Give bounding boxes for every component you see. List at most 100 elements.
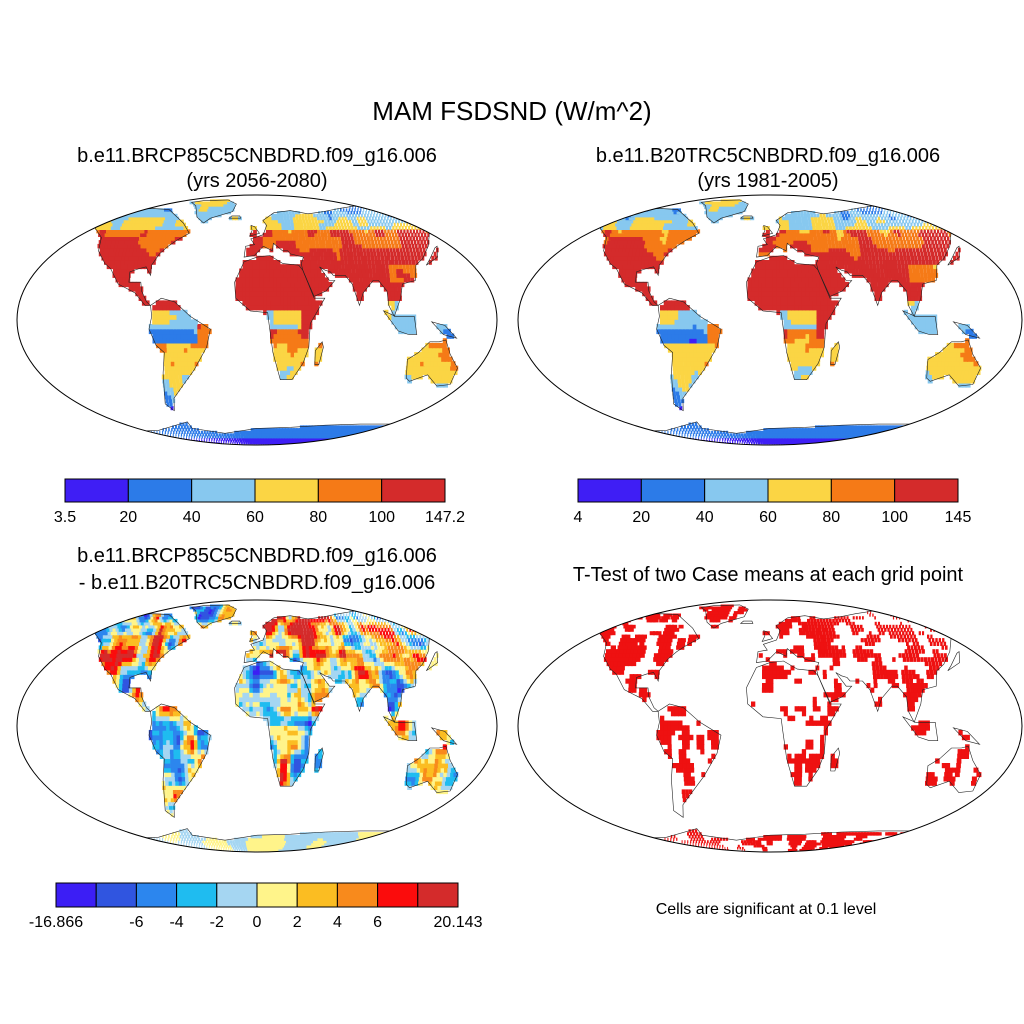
grid-cell — [295, 430, 300, 434]
grid-cell — [757, 441, 760, 445]
grid-cell — [787, 300, 792, 306]
grid-cell — [421, 352, 426, 358]
grid-cell — [443, 324, 448, 330]
grid-cell — [689, 441, 694, 445]
grid-cell — [196, 213, 201, 218]
grid-cell — [925, 435, 935, 439]
grid-cell — [710, 324, 716, 330]
grid-cell — [444, 213, 446, 218]
colorbar-swatch — [191, 478, 256, 503]
grid-cell — [699, 425, 702, 429]
grid-cell — [680, 370, 685, 375]
grid-cell — [379, 277, 384, 283]
grid-cell — [654, 441, 662, 445]
grid-cell — [329, 211, 332, 215]
grid-cell — [812, 305, 817, 311]
grid-cell — [438, 216, 440, 221]
grid-cell — [423, 433, 432, 437]
grid-cell — [286, 430, 292, 434]
grid-cell — [703, 333, 708, 339]
grid-cell — [284, 222, 288, 227]
grid-cell — [801, 361, 806, 367]
grid-cell — [372, 247, 376, 253]
grid-cell — [283, 333, 288, 339]
grid-cell — [780, 281, 785, 288]
grid-cell — [707, 328, 712, 335]
grid-cell — [313, 226, 317, 230]
grid-cell — [791, 319, 796, 325]
grid-cell — [263, 441, 267, 445]
grid-cell — [282, 240, 287, 245]
grid-cell — [853, 430, 860, 434]
grid-cell — [416, 437, 427, 441]
grid-cell — [154, 229, 159, 234]
grid-cell — [197, 328, 202, 335]
grid-cell — [787, 309, 792, 316]
grid-cell — [344, 428, 350, 432]
grid-cell — [279, 437, 284, 441]
grid-cell — [289, 213, 293, 218]
grid-cell — [932, 430, 940, 434]
grid-cell — [320, 232, 324, 237]
grid-cell — [747, 291, 752, 297]
grid-cell — [355, 229, 359, 234]
grid-cell — [272, 435, 276, 439]
grid-cell — [696, 333, 701, 339]
grid-cell — [355, 425, 361, 429]
grid-cell — [58, 219, 66, 224]
grid-cell — [302, 433, 307, 437]
grid-cell — [393, 281, 398, 288]
grid-cell — [783, 324, 788, 330]
grid-cell — [769, 440, 773, 443]
grid-cell — [369, 272, 373, 278]
grid-cell — [224, 208, 229, 212]
grid-cell — [858, 437, 866, 441]
grid-cell — [270, 295, 274, 301]
grid-cell — [910, 295, 915, 301]
grid-cell — [106, 433, 109, 437]
grid-cell — [361, 213, 363, 218]
grid-cell — [140, 441, 148, 445]
grid-cell — [259, 428, 263, 432]
grid-cell — [272, 232, 276, 237]
grid-cell — [162, 324, 167, 330]
grid-cell — [653, 440, 658, 443]
grid-cell — [314, 356, 319, 362]
grid-cell — [256, 272, 261, 278]
grid-cell — [961, 430, 970, 434]
grid-cell — [339, 430, 346, 434]
grid-cell — [176, 342, 181, 349]
grid-cell — [278, 226, 282, 230]
grid-cell — [887, 441, 900, 445]
grid-cell — [287, 222, 291, 227]
grid-cell — [783, 433, 788, 437]
grid-cell — [396, 437, 406, 441]
grid-cell — [178, 232, 184, 237]
grid-cell — [453, 219, 455, 224]
grid-cell — [370, 236, 373, 241]
grid-cell — [917, 286, 922, 292]
grid-cell — [159, 441, 165, 445]
grid-cell — [333, 229, 336, 234]
grid-cell — [166, 229, 172, 234]
grid-cell — [794, 365, 799, 371]
grid-cell — [692, 324, 697, 330]
grid-cell — [65, 219, 72, 224]
grid-cell — [778, 428, 783, 432]
grid-cell — [972, 333, 977, 339]
grid-cell — [102, 437, 107, 441]
grid-cell — [297, 211, 301, 215]
grid-cell — [809, 314, 814, 320]
grid-cell — [252, 295, 257, 301]
grid-cell — [900, 428, 908, 432]
grid-cell — [185, 370, 189, 375]
grid-cell — [429, 428, 437, 432]
grid-cell — [820, 324, 825, 330]
grid-cell — [786, 440, 791, 443]
grid-cell — [850, 430, 857, 434]
grid-cell — [84, 433, 88, 437]
grid-cell — [857, 425, 864, 429]
grid-cell — [956, 374, 962, 380]
grid-cell — [801, 328, 807, 335]
grid-cell — [811, 428, 816, 432]
